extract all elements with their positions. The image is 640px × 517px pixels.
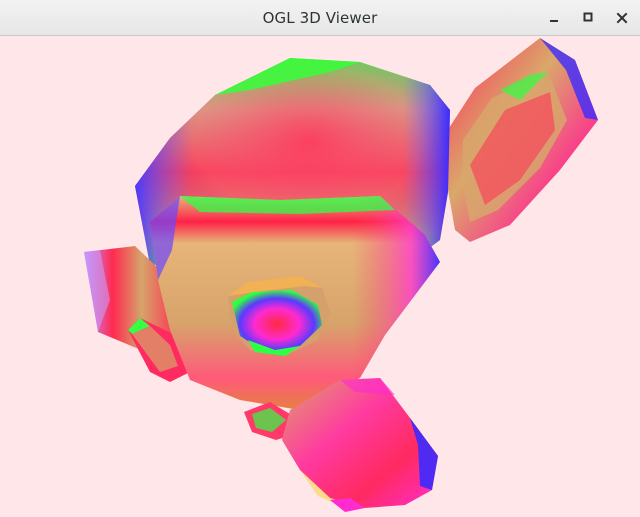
close-button[interactable] bbox=[612, 8, 632, 28]
window-title: OGL 3D Viewer bbox=[262, 9, 378, 27]
title-bar[interactable]: OGL 3D Viewer bbox=[0, 0, 640, 36]
maximize-icon bbox=[583, 12, 593, 22]
gl-viewport[interactable] bbox=[0, 36, 640, 517]
monkey-head-model bbox=[84, 38, 598, 512]
minimize-button[interactable] bbox=[545, 8, 565, 28]
minimize-icon bbox=[550, 20, 558, 22]
maximize-button[interactable] bbox=[579, 8, 599, 28]
close-icon bbox=[616, 12, 628, 24]
